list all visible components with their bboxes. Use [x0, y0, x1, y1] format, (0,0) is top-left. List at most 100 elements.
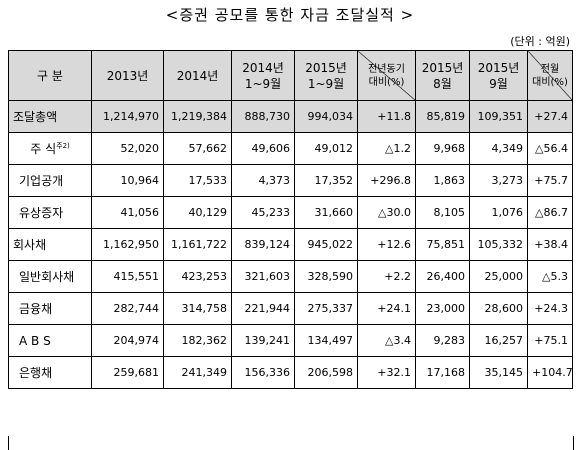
header-2015-sep-line1: 2015년	[477, 60, 520, 75]
header-yoy-line2: 대비(%)	[368, 76, 405, 88]
header-2015-aug: 2015년 8월	[415, 50, 470, 101]
table-row-total: 조달총액 1,214,970 1,219,384 888,730 994,034…	[8, 100, 573, 133]
cell-2015-sep: 109,351	[469, 100, 528, 133]
row-label: 조달총액	[8, 100, 92, 133]
cell-2013: 282,744	[91, 292, 164, 325]
header-2014-jan-sep-line1: 2014년	[242, 60, 284, 75]
cell-yoy: +296.8	[357, 164, 416, 197]
cell-2015-sep: 25,000	[469, 260, 528, 293]
header-2015-sep: 2015년 9월	[469, 50, 528, 101]
cell-yoy: +2.2	[357, 260, 416, 293]
cell-mom: △56.4	[527, 132, 573, 165]
table-row-rights-offering: 유상증자 41,056 40,129 45,233 31,660 △30.0 8…	[8, 196, 573, 229]
cell-mom: +75.1	[527, 324, 573, 357]
cell-2014-jan-sep: 321,603	[231, 260, 295, 293]
cell-mom: +104.7	[527, 356, 573, 389]
cell-2015-sep: 35,145	[469, 356, 528, 389]
cell-2015-aug: 26,400	[415, 260, 470, 293]
table-row-bank-bonds: 은행채 259,681 241,349 156,336 206,598 +32.…	[8, 356, 573, 389]
cell-2014: 1,161,722	[163, 228, 232, 261]
cell-2015-jan-sep: 275,337	[294, 292, 358, 325]
cell-2013: 10,964	[91, 164, 164, 197]
cell-2014-jan-sep: 139,241	[231, 324, 295, 357]
cell-mom: +75.7	[527, 164, 573, 197]
cell-2015-sep: 28,600	[469, 292, 528, 325]
header-2014-jan-sep-line2: 1~9월	[244, 76, 282, 91]
cell-2015-sep: 1,076	[469, 196, 528, 229]
cell-2014: 57,662	[163, 132, 232, 165]
cell-2015-aug: 23,000	[415, 292, 470, 325]
header-2015-aug-line2: 8월	[433, 76, 452, 91]
header-2014-jan-sep: 2014년 1~9월	[231, 50, 295, 101]
cell-2015-sep: 16,257	[469, 324, 528, 357]
table-row-general-corporate-bonds: 일반회사채 415,551 423,253 321,603 328,590 +2…	[8, 260, 573, 293]
cell-2014-jan-sep: 4,373	[231, 164, 295, 197]
cell-2014: 1,219,384	[163, 100, 232, 133]
cell-mom: +27.4	[527, 100, 573, 133]
row-label: 금융채	[8, 292, 92, 325]
table-row-financial-bonds: 금융채 282,744 314,758 221,944 275,337 +24.…	[8, 292, 573, 325]
cell-2013: 259,681	[91, 356, 164, 389]
cell-2013: 415,551	[91, 260, 164, 293]
cell-2015-aug: 17,168	[415, 356, 470, 389]
cell-2015-jan-sep: 945,022	[294, 228, 358, 261]
header-mom-line2: 대비(%)	[532, 76, 568, 88]
cell-2014: 423,253	[163, 260, 232, 293]
header-category: 구 분	[8, 50, 92, 101]
funding-table: 구 분 2013년 2014년 2014년 1~9월 2015년 1~9월 전년…	[8, 50, 573, 389]
header-mom-line1: 전월	[540, 63, 560, 75]
cell-2014: 40,129	[163, 196, 232, 229]
cell-2014-jan-sep: 888,730	[231, 100, 295, 133]
cell-2015-aug: 8,105	[415, 196, 470, 229]
footnote-mark: 주2)	[56, 142, 70, 150]
header-row: 구 분 2013년 2014년 2014년 1~9월 2015년 1~9월 전년…	[8, 50, 573, 101]
row-label: 기업공개	[8, 164, 92, 197]
unit-label: (단위 : 억원)	[510, 35, 570, 48]
cell-yoy: △1.2	[357, 132, 416, 165]
row-label: 주 식주2)	[8, 132, 92, 165]
table-row-corporate-bonds: 회사채 1,162,950 1,161,722 839,124 945,022 …	[8, 228, 573, 261]
cell-2015-jan-sep: 31,660	[294, 196, 358, 229]
cell-yoy: +12.6	[357, 228, 416, 261]
table-row-ipo: 기업공개 10,964 17,533 4,373 17,352 +296.8 1…	[8, 164, 573, 197]
cell-2013: 52,020	[91, 132, 164, 165]
cell-2015-sep: 105,332	[469, 228, 528, 261]
cell-2013: 41,056	[91, 196, 164, 229]
cell-2015-jan-sep: 17,352	[294, 164, 358, 197]
header-2015-jan-sep-line1: 2015년	[305, 60, 347, 75]
cell-2014: 182,362	[163, 324, 232, 357]
header-2014: 2014년	[163, 50, 232, 101]
cell-2014: 241,349	[163, 356, 232, 389]
cell-mom: △86.7	[527, 196, 573, 229]
table-row-stocks: 주 식주2) 52,020 57,662 49,606 49,012 △1.2 …	[8, 132, 573, 165]
cell-2013: 204,974	[91, 324, 164, 357]
row-label: A B S	[8, 324, 92, 357]
cell-2015-jan-sep: 134,497	[294, 324, 358, 357]
cell-yoy: +11.8	[357, 100, 416, 133]
cell-2015-aug: 1,863	[415, 164, 470, 197]
cell-yoy: +32.1	[357, 356, 416, 389]
cell-2014-jan-sep: 156,336	[231, 356, 295, 389]
header-yoy: 전년동기 대비(%)	[357, 50, 416, 101]
header-yoy-line1: 전년동기	[368, 63, 405, 75]
table-title: <증권 공모를 통한 자금 조달실적 >	[165, 6, 415, 24]
header-2015-jan-sep-line2: 1~9월	[307, 76, 345, 91]
row-label: 회사채	[8, 228, 92, 261]
cell-2013: 1,162,950	[91, 228, 164, 261]
row-label: 유상증자	[8, 196, 92, 229]
cell-mom: △5.3	[527, 260, 573, 293]
cell-2014-jan-sep: 49,606	[231, 132, 295, 165]
header-2013: 2013년	[91, 50, 164, 101]
cell-2014-jan-sep: 45,233	[231, 196, 295, 229]
cell-2015-aug: 85,819	[415, 100, 470, 133]
cell-2013: 1,214,970	[91, 100, 164, 133]
cell-2015-sep: 4,349	[469, 132, 528, 165]
cell-2015-aug: 9,968	[415, 132, 470, 165]
cell-2014: 314,758	[163, 292, 232, 325]
cell-2015-jan-sep: 206,598	[294, 356, 358, 389]
cell-2015-aug: 9,283	[415, 324, 470, 357]
cell-mom: +24.3	[527, 292, 573, 325]
cell-2014-jan-sep: 839,124	[231, 228, 295, 261]
row-label: 은행채	[8, 356, 92, 389]
cell-2015-jan-sep: 49,012	[294, 132, 358, 165]
